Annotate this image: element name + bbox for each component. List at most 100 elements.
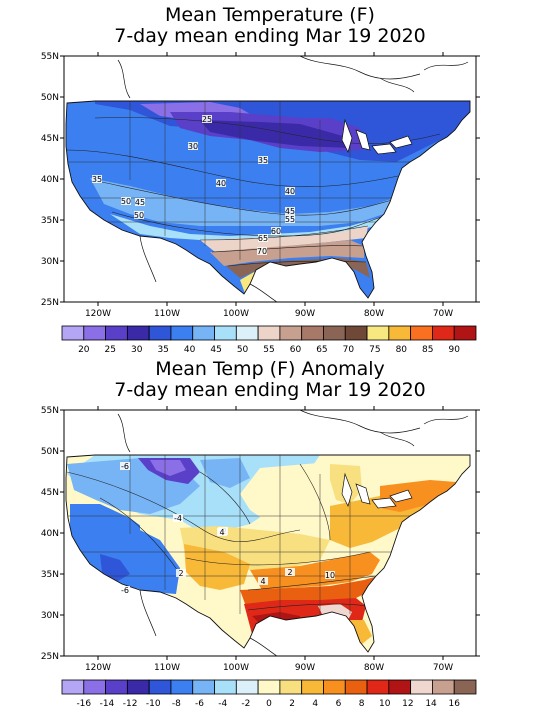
colorbar-label: 20 [78,345,90,355]
lake-shape [371,497,397,509]
contour-label: -6 [121,586,129,595]
contour-label: 30 [188,142,198,151]
colorbar-swatch [105,679,128,695]
lat-tick-label: 35N [41,570,59,580]
colorbar-label: 25 [105,345,116,355]
lat-tick-label: 40N [41,529,59,539]
colorbar-label: -14 [100,699,115,709]
colorbar-label: 14 [425,699,437,709]
lon-tick-label: 100W [223,309,249,319]
region-band-5 [150,460,186,476]
colorbar-swatch [279,325,303,341]
bottom-map-title-line2: 7-day mean ending Mar 19 2020 [114,379,426,401]
colorbar-swatch [192,679,215,695]
colorbar-swatch [83,325,106,341]
colorbar-label: 85 [422,345,433,355]
lake-shape [341,472,353,507]
contour-line [211,245,365,253]
lon-tick-label: 80W [364,309,384,319]
colorbar-swatch [126,679,150,695]
state-borders [66,101,470,265]
bottom-map-title-line1: Mean Temp (F) Anomaly [155,358,385,380]
lon-tick-label: 120W [85,663,111,673]
contour-label: 25 [202,115,212,124]
colorbar-swatch [323,325,346,341]
contour-line [199,471,251,525]
colorbar-label: -6 [195,699,204,709]
colorbar-swatch [83,679,106,695]
region-band-13 [380,480,456,512]
contour-label: 4 [260,577,265,586]
colorbar-swatch [344,679,368,695]
region-band-5 [90,178,394,226]
lon-tick-label: 110W [154,663,180,673]
contour-line [66,471,301,542]
region-band-4 [66,138,398,206]
colorbar-swatch [214,679,237,695]
lat-tick-label: 30N [41,611,59,621]
lon-tick-label: 100W [223,663,249,673]
colorbar-label: 0 [266,699,272,709]
colorbar-label: 8 [359,699,365,709]
colorbar-label: -4 [218,699,227,709]
colorbar-swatch [410,679,433,695]
colorbar-label: 80 [396,345,408,355]
colorbar-swatch [344,325,368,341]
colorbar-swatch [170,679,194,695]
lake-shape [355,129,371,151]
lat-tick-label: 45N [41,488,59,498]
lake-shape [355,483,371,505]
contour-label: 4 [219,528,224,537]
lat-tick-label: 35N [41,216,59,226]
colorbar-swatch [388,325,412,341]
lat-tick-label: 25N [41,298,59,308]
colorbar-label: -2 [241,699,250,709]
contour-label: 70 [257,247,267,256]
lon-tick-label: 70W [433,663,453,673]
colorbar-label: 40 [184,345,196,355]
colorbar-swatch [366,325,390,341]
lat-tick-label: 50N [41,93,59,103]
lat-tick-label: 55N [41,52,59,62]
colorbar-swatch [432,325,455,341]
contour-label: 65 [258,234,268,243]
colorbar-label: 4 [312,699,318,709]
contour-label: -6 [121,462,129,471]
contour-line [199,225,369,241]
lat-tick-label: 55N [41,406,59,416]
top-map-title-line1: Mean Temperature (F) [165,4,375,26]
contour-line [247,603,367,611]
colorbar-label: -12 [123,699,138,709]
colorbar-swatch [453,325,477,341]
colorbar-swatch [388,679,412,695]
colorbar-swatch [61,679,85,695]
colorbar-label: 12 [402,699,413,709]
contour-line [227,260,367,267]
contour-line [299,463,331,541]
contour-label: 45 [135,198,145,207]
colorbar-swatch [214,325,237,341]
colorbar-swatch [148,325,172,341]
lat-tick-label: 40N [41,175,59,185]
region-band-11 [184,544,250,590]
contour-line [247,575,379,591]
colorbar-label: 35 [157,345,168,355]
colorbar-swatch [410,325,433,341]
colorbar-swatch [192,325,215,341]
colorbar-swatch [453,679,477,695]
colorbar-label: 2 [289,699,295,709]
lake-shape [371,143,397,155]
colorbar-swatch [279,679,303,695]
bottom-anomaly-map: -6 -4 -2 -6 2 4 2 4 10 55N 50N 45N 40N 35N 30N 25N 120W 1… [41,406,480,709]
contour-label: 50 [134,211,144,220]
region-band-14 [250,552,380,590]
us-outline [65,100,471,299]
colorbar-label: 30 [131,345,143,355]
colorbar-swatch [432,679,455,695]
colorbar-label: 45 [210,345,221,355]
contour-line [111,211,385,237]
lon-tick-label: 110W [154,309,180,319]
contour-line [91,179,393,216]
lake-shape [389,489,413,503]
